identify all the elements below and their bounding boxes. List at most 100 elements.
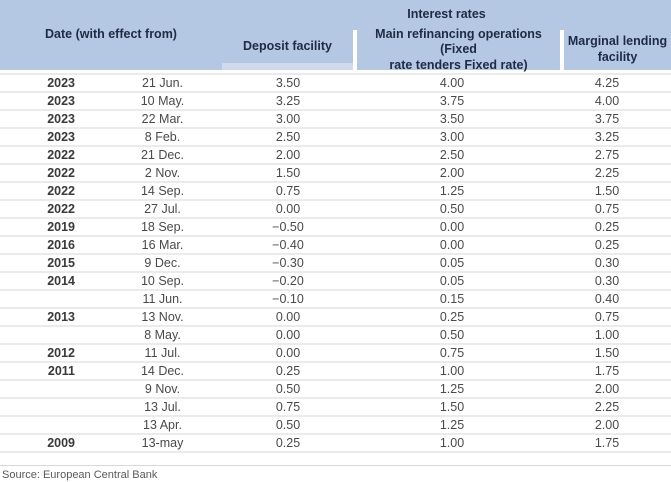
date-cell: 10 May. (140, 94, 185, 108)
marginal-lending-rate-cell: 4.00 (594, 94, 620, 108)
marginal-lending-rate-cell: 2.25 (594, 166, 620, 180)
marginal-lending-rate-cell: 1.50 (594, 346, 620, 360)
marginal-lending-rate-cell: 2.25 (594, 400, 620, 414)
main-refinancing-rate-cell: 1.25 (439, 418, 465, 432)
deposit-rate-cell: 0.75 (275, 400, 301, 414)
date-cell: 8 Feb. (144, 130, 181, 144)
main-refinancing-rate-cell: 0.05 (439, 274, 465, 288)
deposit-rate-cell: −0.40 (272, 238, 304, 252)
main-refinancing-rate-cell: 3.00 (439, 130, 465, 144)
marginal-lending-rate-cell: 1.50 (594, 184, 620, 198)
date-cell: 21 Jun. (141, 76, 183, 90)
header-marginal-label-line2: facility (597, 50, 638, 64)
date-cell: 10 Sep. (140, 274, 185, 288)
year-cell: 2023 (47, 94, 75, 108)
year-cell: 2014 (47, 274, 75, 288)
date-cell: 11 Jun. (142, 292, 183, 306)
header-date-column: Date (with effect from) (0, 0, 222, 70)
marginal-lending-rate-cell: 2.00 (594, 382, 620, 396)
table-row: 13 Jul. 0.75 1.50 2.25 (0, 399, 671, 417)
year-cell: 2013 (47, 310, 75, 324)
date-cell: 13-may (141, 436, 184, 450)
deposit-rate-cell: −0.20 (272, 274, 304, 288)
table-row: 2023 21 Jun. 3.50 4.00 4.25 (0, 75, 671, 93)
marginal-lending-rate-cell: 4.25 (594, 76, 620, 90)
year-cell: 2019 (47, 220, 75, 234)
deposit-rate-cell: 2.50 (275, 130, 301, 144)
table-row: 2023 22 Mar. 3.00 3.50 3.75 (0, 111, 671, 129)
main-refinancing-rate-cell: 0.00 (439, 238, 465, 252)
main-refinancing-rate-cell: 4.00 (439, 76, 465, 90)
table-row: 2019 18 Sep. −0.50 0.00 0.25 (0, 219, 671, 237)
table-row: 2022 14 Sep. 0.75 1.25 1.50 (0, 183, 671, 201)
year-cell: 2015 (47, 256, 75, 270)
marginal-lending-rate-cell: 3.75 (594, 112, 620, 126)
main-refinancing-rate-cell: 0.75 (439, 346, 465, 360)
table-row: 2022 27 Jul. 0.00 0.50 0.75 (0, 201, 671, 219)
table-row: 11 Jun. −0.10 0.15 0.40 (0, 291, 671, 309)
table-row: 8 May. 0.00 0.50 1.00 (0, 327, 671, 345)
main-refinancing-rate-cell: 0.25 (439, 310, 465, 324)
main-refinancing-rate-cell: 3.50 (439, 112, 465, 126)
year-cell: 2023 (47, 76, 75, 90)
deposit-rate-cell: 0.25 (275, 436, 301, 450)
marginal-lending-rate-cell: 0.25 (594, 238, 620, 252)
date-cell: 14 Sep. (140, 184, 185, 198)
header-marginal-label-line1: Marginal lending (567, 34, 668, 49)
date-cell: 27 Jul. (144, 202, 181, 216)
source-row: Source: European Central Bank (0, 465, 671, 481)
main-refinancing-rate-cell: 1.50 (439, 400, 465, 414)
date-cell: 22 Mar. (141, 112, 184, 126)
table-row: 2022 2 Nov. 1.50 2.00 2.25 (0, 165, 671, 183)
header-date-label: Date (with effect from) (45, 27, 177, 42)
date-cell: 13 Jul. (144, 400, 181, 414)
deposit-rate-cell: 0.00 (275, 310, 301, 324)
date-cell: 18 Sep. (140, 220, 185, 234)
header-deposit-label: Deposit facility (243, 38, 332, 53)
marginal-lending-rate-cell: 2.75 (594, 148, 620, 162)
table-row: 2009 13-may 0.25 1.00 1.75 (0, 435, 671, 453)
date-cell: 9 Dec. (144, 256, 181, 270)
table-row: 13 Apr. 0.50 1.25 2.00 (0, 417, 671, 435)
table-row: 2016 16 Mar. −0.40 0.00 0.25 (0, 237, 671, 255)
header-main-label-line1: Main refinancing operations (Fixed (375, 26, 542, 57)
deposit-rate-cell: −0.30 (272, 256, 304, 270)
year-cell: 2011 (47, 364, 75, 378)
date-cell: 21 Dec. (140, 148, 185, 162)
deposit-rate-cell: 0.00 (275, 328, 301, 342)
date-cell: 14 Dec. (140, 364, 185, 378)
year-cell: 2023 (47, 112, 75, 126)
deposit-rate-cell: 0.25 (275, 364, 301, 378)
date-cell: 8 May. (144, 328, 181, 342)
marginal-lending-rate-cell: 2.00 (594, 418, 620, 432)
date-cell: 13 Apr. (143, 418, 182, 432)
deposit-rate-cell: 1.50 (275, 166, 301, 180)
main-refinancing-rate-cell: 3.75 (439, 94, 465, 108)
table-row: 2022 21 Dec. 2.00 2.50 2.75 (0, 147, 671, 165)
deposit-rate-cell: 3.00 (275, 112, 301, 126)
marginal-lending-rate-cell: 0.25 (594, 220, 620, 234)
main-refinancing-rate-cell: 0.50 (439, 328, 465, 342)
deposit-rate-cell: 0.50 (275, 418, 301, 432)
table-row: 2012 11 Jul. 0.00 0.75 1.50 (0, 345, 671, 363)
main-refinancing-rate-cell: 1.25 (439, 184, 465, 198)
marginal-lending-rate-cell: 0.30 (594, 274, 620, 288)
table-row: 2023 10 May. 3.25 3.75 4.00 (0, 93, 671, 111)
deposit-rate-cell: 0.00 (275, 202, 301, 216)
header-deposit-facility: Deposit facility (222, 30, 353, 63)
deposit-rate-cell: 3.50 (275, 76, 301, 90)
marginal-lending-rate-cell: 1.75 (594, 364, 620, 378)
table-row: 2011 14 Dec. 0.25 1.00 1.75 (0, 363, 671, 381)
table-row: 2014 10 Sep. −0.20 0.05 0.30 (0, 273, 671, 291)
table-row: 2013 13 Nov. 0.00 0.25 0.75 (0, 309, 671, 327)
header-interest-rates-label: Interest rates (407, 7, 486, 22)
date-cell: 9 Nov. (144, 382, 181, 396)
marginal-lending-rate-cell: 0.75 (594, 202, 620, 216)
deposit-rate-cell: 0.00 (275, 346, 301, 360)
main-refinancing-rate-cell: 0.00 (439, 220, 465, 234)
year-cell: 2022 (47, 184, 75, 198)
deposit-rate-cell: 0.50 (275, 382, 301, 396)
main-refinancing-rate-cell: 1.00 (439, 364, 465, 378)
marginal-lending-rate-cell: 1.75 (594, 436, 620, 450)
table-row: 2023 8 Feb. 2.50 3.00 3.25 (0, 129, 671, 147)
